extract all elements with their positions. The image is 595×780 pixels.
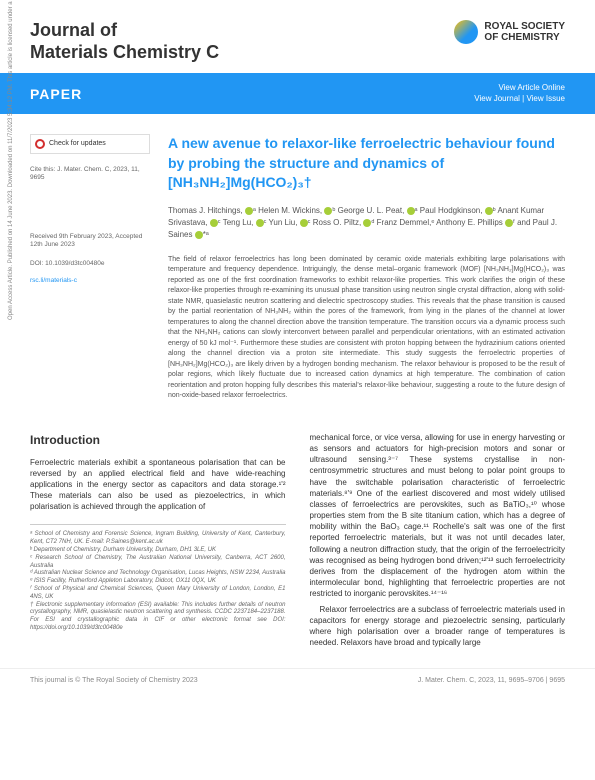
intro-para-2: mechanical force, or vice versa, allowin…: [310, 432, 566, 600]
view-links-group: View Article Online View Journal | View …: [474, 83, 565, 104]
view-article-online-link[interactable]: View Article Online: [474, 83, 565, 93]
journal-name-line1: Journal of: [30, 20, 219, 42]
copyright-text: This journal is © The Royal Society of C…: [30, 677, 198, 684]
doi-text: DOI: 10.1039/d3tc00480e: [30, 260, 150, 267]
orcid-icon: [485, 207, 493, 215]
affiliation-d: ᵈ Australian Nuclear Science and Technol…: [30, 570, 286, 578]
page-footer: This journal is © The Royal Society of C…: [0, 668, 595, 692]
affiliation-f: ᶠ School of Physical and Chemical Scienc…: [30, 586, 286, 602]
citation-text: Cite this: J. Mater. Chem. C, 2023, 11, …: [30, 166, 150, 183]
affiliation-e: ᵉ ISIS Facility, Rutherford Appleton Lab…: [30, 578, 286, 586]
body-columns: Introduction Ferroelectric materials exh…: [0, 422, 595, 669]
orcid-icon: [300, 219, 308, 227]
journal-name-line2: Materials Chemistry C: [30, 42, 219, 64]
check-updates-label: Check for updates: [49, 140, 106, 147]
journal-title: Journal of Materials Chemistry C: [30, 20, 219, 63]
rsc-text-line1: ROYAL SOCIETY: [484, 21, 565, 32]
esi-note: † Electronic supplementary information (…: [30, 602, 286, 633]
orcid-icon: [363, 219, 371, 227]
rsc-short-link[interactable]: rsc.li/materials-c: [30, 277, 150, 284]
crossmark-icon: [35, 139, 45, 149]
article-title: A new avenue to relaxor-like ferroelectr…: [168, 134, 565, 193]
introduction-heading: Introduction: [30, 432, 286, 449]
paper-type-label: PAPER: [30, 86, 82, 102]
rsc-logo-text: ROYAL SOCIETY OF CHEMISTRY: [484, 21, 565, 43]
orcid-icon: [245, 207, 253, 215]
body-right-column: mechanical force, or vice versa, allowin…: [310, 432, 566, 649]
rsc-text-line2: OF CHEMISTRY: [484, 32, 565, 43]
orcid-icon: [256, 219, 264, 227]
license-sidebar: Open Access Article. Published on 14 Jun…: [8, 0, 14, 320]
affiliations-block: ᵃ School of Chemistry and Forensic Scien…: [30, 524, 286, 632]
page-citation: J. Mater. Chem. C, 2023, 11, 9695–9706 |…: [418, 677, 565, 684]
rsc-logo: ROYAL SOCIETY OF CHEMISTRY: [454, 20, 565, 44]
check-updates-button[interactable]: Check for updates: [30, 134, 150, 154]
view-journal-issue-link[interactable]: View Journal | View Issue: [474, 94, 565, 104]
dates-text: Received 9th February 2023, Accepted 12t…: [30, 233, 150, 250]
metadata-sidebar: Check for updates Cite this: J. Mater. C…: [30, 134, 150, 402]
affiliation-b: ᵇ Department of Chemistry, Durham Univer…: [30, 547, 286, 555]
article-main: A new avenue to relaxor-like ferroelectr…: [168, 134, 565, 402]
orcid-icon: [407, 207, 415, 215]
intro-para-1: Ferroelectric materials exhibit a sponta…: [30, 457, 286, 513]
authors-list: Thomas J. Hitchings, ᵃ Helen M. Wickins,…: [168, 205, 565, 241]
orcid-icon: [505, 219, 513, 227]
orcid-icon: [210, 219, 218, 227]
paper-type-bar: PAPER View Article Online View Journal |…: [0, 73, 595, 114]
rsc-logo-icon: [454, 20, 478, 44]
orcid-icon: [195, 231, 203, 239]
abstract-text: The field of relaxor ferroelectrics has …: [168, 255, 565, 402]
body-left-column: Introduction Ferroelectric materials exh…: [30, 432, 286, 649]
affiliation-c: ᶜ Research School of Chemistry, The Aust…: [30, 555, 286, 571]
affiliation-a: ᵃ School of Chemistry and Forensic Scien…: [30, 531, 286, 547]
orcid-icon: [324, 207, 332, 215]
page-header: Journal of Materials Chemistry C ROYAL S…: [0, 0, 595, 73]
intro-para-3: Relaxor ferroelectrics are a subclass of…: [310, 604, 566, 649]
